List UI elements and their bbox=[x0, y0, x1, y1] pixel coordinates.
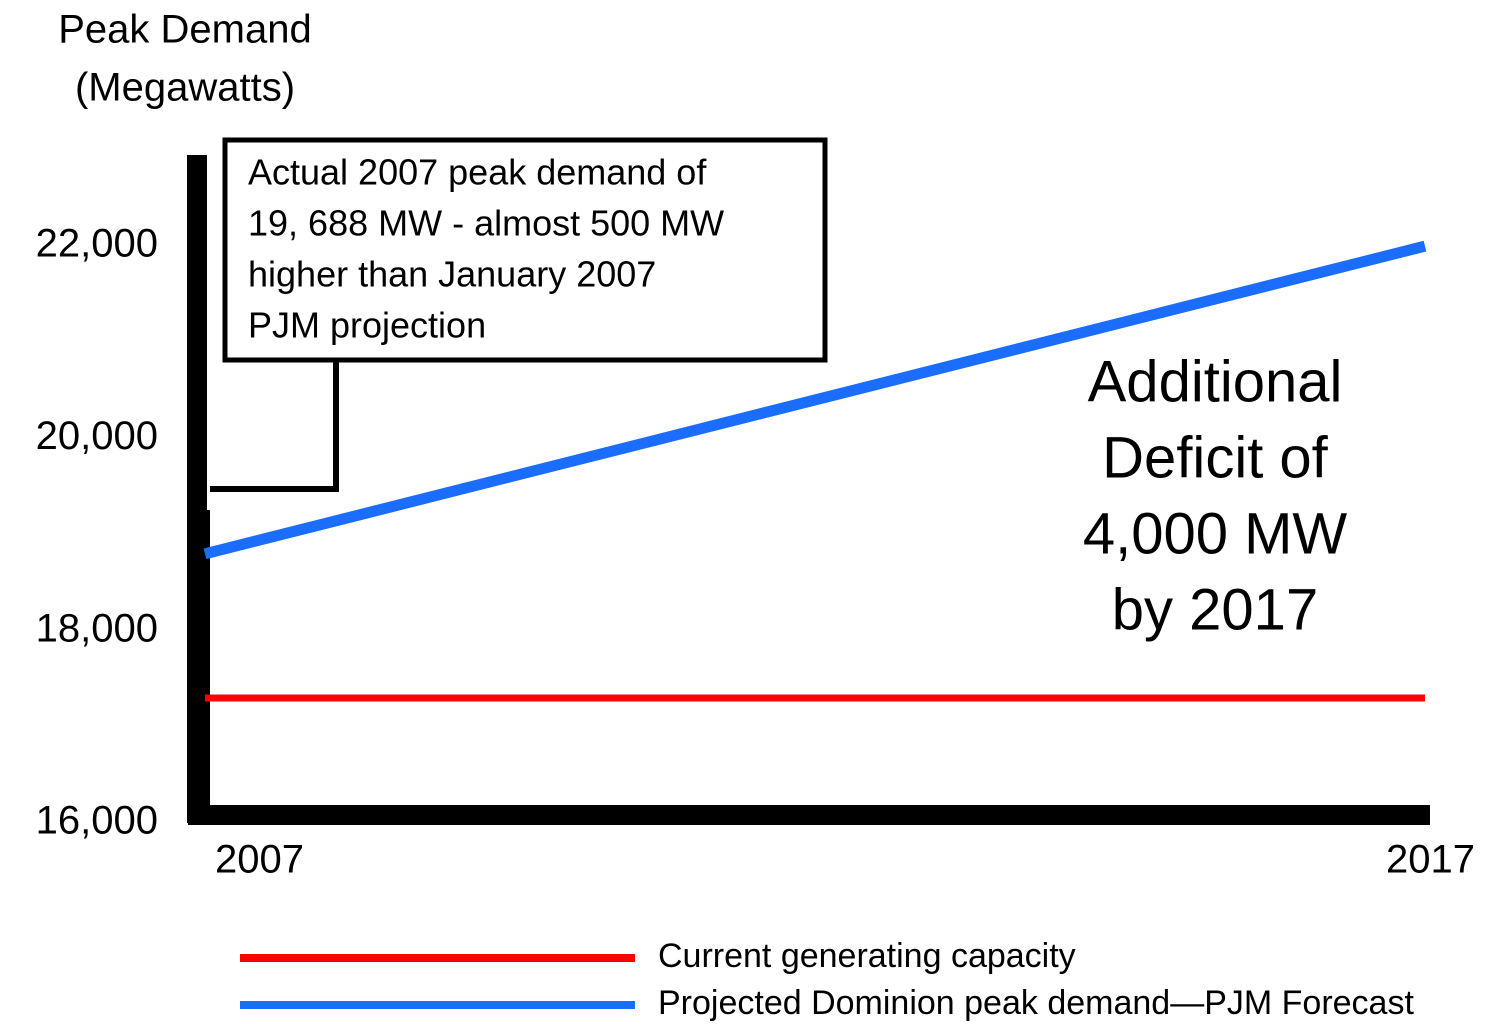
x-tick-label: 2007 bbox=[215, 838, 304, 882]
annotation-text: 4,000 MW bbox=[1083, 501, 1348, 566]
annotation-text: Additional bbox=[1088, 349, 1343, 414]
y-tick-label: 22,000 bbox=[36, 222, 158, 266]
annotation-text: Deficit of bbox=[1102, 425, 1329, 490]
y-axis-title: Peak Demand bbox=[58, 8, 311, 52]
annotation-text: by 2017 bbox=[1112, 577, 1318, 642]
y-tick-label: 18,000 bbox=[36, 606, 158, 650]
y-axis-title: (Megawatts) bbox=[75, 66, 295, 110]
x-tick-label: 2017 bbox=[1386, 838, 1475, 882]
annotation-connector bbox=[210, 362, 339, 492]
annotation-box bbox=[222, 137, 828, 363]
annotation-text: 19, 688 MW - almost 500 MW bbox=[248, 203, 724, 244]
y-tick-label: 20,000 bbox=[36, 414, 158, 458]
annotation-text: PJM projection bbox=[248, 305, 486, 346]
annotation-text: Actual 2007 peak demand of bbox=[248, 152, 707, 193]
series-line bbox=[203, 240, 1427, 560]
annotation-text: higher than January 2007 bbox=[248, 254, 656, 295]
y-tick-label: 16,000 bbox=[36, 799, 158, 843]
legend-label: Current generating capacity bbox=[658, 937, 1076, 975]
legend-label: Projected Dominion peak demand—PJM Forec… bbox=[658, 984, 1414, 1022]
